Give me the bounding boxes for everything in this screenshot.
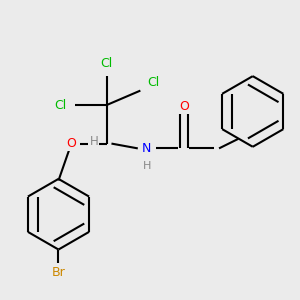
- Text: Cl: Cl: [54, 98, 66, 112]
- Text: Cl: Cl: [100, 57, 113, 70]
- Text: Cl: Cl: [147, 76, 159, 89]
- Text: H: H: [89, 136, 98, 148]
- Text: N: N: [142, 142, 152, 155]
- Text: O: O: [179, 100, 189, 113]
- Text: O: O: [66, 137, 76, 150]
- Text: H: H: [142, 161, 151, 171]
- Text: Br: Br: [52, 266, 65, 278]
